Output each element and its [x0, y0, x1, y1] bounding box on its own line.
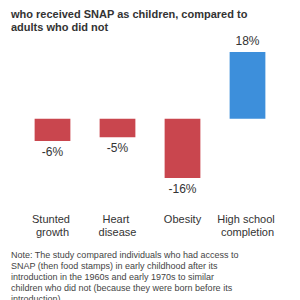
svg-text:Obesity: Obesity	[164, 213, 202, 225]
svg-text:children who did not (because: children who did not (because they were …	[11, 283, 235, 293]
svg-text:introduction in the 1960s and: introduction in the 1960s and early 1970…	[11, 272, 217, 282]
svg-text:disease: disease	[99, 226, 137, 238]
svg-text:Stunted: Stunted	[32, 213, 73, 225]
svg-text:-6%: -6%	[42, 145, 64, 159]
svg-text:Heart: Heart	[103, 213, 133, 225]
svg-text:who received SNAP as children,: who received SNAP as children, compared …	[10, 8, 250, 20]
svg-text:Note: The study compared indiv: Note: The study compared individuals who…	[11, 250, 241, 260]
svg-text:High school: High school	[217, 213, 278, 225]
svg-text:introduction): introduction)	[11, 294, 61, 300]
svg-text:-16%: -16%	[168, 182, 196, 196]
svg-text:-5%: -5%	[107, 141, 129, 155]
svg-text:adults who did not: adults who did not	[11, 21, 108, 33]
svg-text:18%: 18%	[235, 34, 259, 48]
svg-text:growth: growth	[36, 226, 69, 238]
svg-text:SNAP (then food stamps) in ear: SNAP (then food stamps) in early childho…	[11, 261, 220, 271]
svg-text:completion: completion	[221, 226, 274, 238]
